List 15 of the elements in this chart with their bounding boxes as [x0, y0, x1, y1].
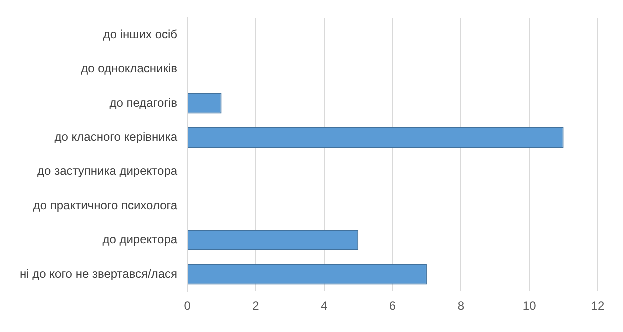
- y-tick-label: до директора: [102, 232, 178, 247]
- y-tick-label: до інших осіб: [103, 27, 178, 42]
- y-tick-label: до педагогів: [110, 96, 178, 110]
- x-tick-label: 6: [389, 299, 396, 314]
- y-tick-label: ні до кого не звертався/лася: [20, 266, 178, 281]
- y-tick-label: до однокласників: [81, 62, 178, 76]
- x-tick-label: 0: [184, 299, 192, 314]
- x-tick-label: 10: [522, 299, 537, 314]
- x-tick-label: 8: [458, 299, 465, 314]
- y-tick-label: до класного керівника: [54, 130, 178, 144]
- x-tick-label: 4: [321, 299, 328, 314]
- x-tick-label: 12: [591, 299, 605, 314]
- y-tick-label: до заступника директора: [38, 164, 178, 178]
- x-tick-label: 2: [252, 299, 260, 314]
- y-tick-label: до практичного психолога: [33, 198, 178, 212]
